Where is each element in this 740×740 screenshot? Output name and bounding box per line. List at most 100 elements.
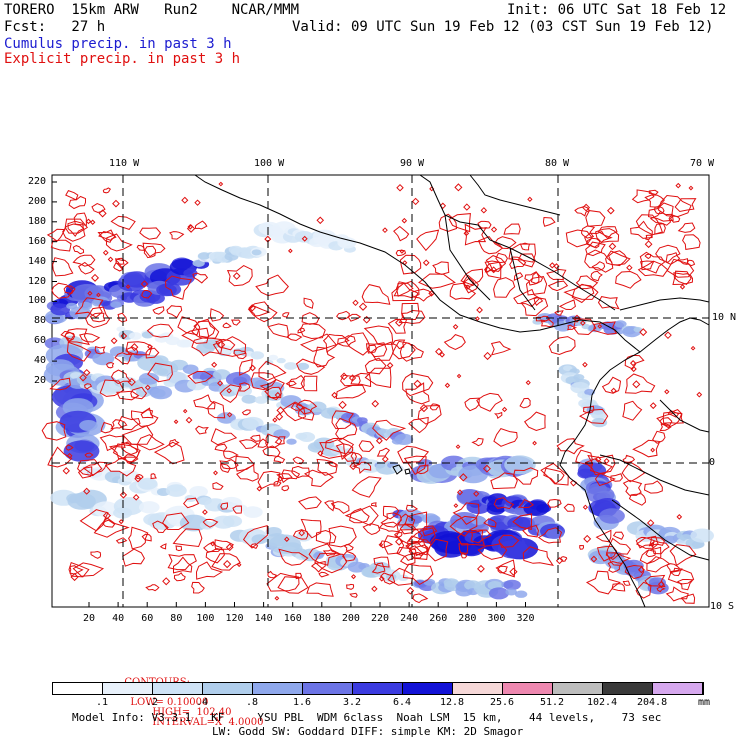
legend-label: 6.4: [393, 697, 412, 708]
precip-cell: [394, 433, 414, 445]
precip-contour: [646, 556, 671, 573]
precip-contour-dot: [248, 304, 256, 312]
precip-contour: [392, 339, 406, 350]
precip-cell: [563, 365, 573, 372]
precip-contour: [173, 556, 193, 574]
x-tick-label: 120: [225, 613, 244, 624]
precip-contour: [306, 582, 334, 597]
precip-contour: [659, 423, 672, 432]
precip-contour-dot: [162, 577, 171, 586]
precip-contour-dot: [119, 491, 128, 499]
precip-contour-dot: [649, 402, 657, 410]
precip-contour: [412, 593, 429, 604]
precip-contour: [267, 570, 278, 579]
precip-contour: [222, 322, 232, 329]
precip-contour: [141, 290, 153, 299]
precip-contour-dot: [646, 519, 655, 527]
latlon-grid: [52, 175, 709, 607]
precip-contour: [416, 229, 440, 252]
precip-cell: [182, 364, 199, 375]
precip-contour: [238, 382, 251, 392]
precip-cell: [179, 339, 193, 348]
precip-contour-dot: [276, 406, 285, 415]
precip-contour: [635, 535, 659, 549]
precip-contour: [686, 259, 696, 267]
precip-contour: [110, 215, 136, 230]
galapagos-island-2: [404, 468, 411, 475]
contours-low: LOW= 0.10000: [130, 697, 209, 708]
precip-contour: [535, 315, 550, 323]
legend-colorbar: [52, 682, 704, 695]
precip-contour: [74, 297, 104, 318]
precip-contour: [141, 533, 152, 542]
precip-contour: [490, 341, 512, 356]
precip-contour: [645, 549, 657, 558]
precip-contour: [624, 354, 645, 370]
precip-contour: [605, 250, 631, 266]
precip-contour-dot: [696, 391, 703, 398]
precip-contour-dot: [484, 266, 492, 273]
precip-contour: [547, 498, 562, 508]
precip-contour-dot: [664, 389, 670, 395]
precip-contour-dot: [173, 419, 179, 425]
precip-contour: [422, 525, 438, 537]
precip-contour-dot: [439, 202, 447, 210]
precip-contour: [523, 411, 546, 432]
x-tick-label: 20: [83, 613, 96, 624]
precip-contour: [584, 249, 614, 273]
precip-contour: [643, 480, 663, 494]
precip-contour-dot: [272, 417, 278, 423]
legend-label: .1: [96, 697, 109, 708]
precip-contour: [295, 572, 303, 580]
precip-contour-dot: [102, 249, 109, 256]
precip-contour: [89, 312, 106, 323]
precip-contour-dot: [102, 511, 111, 520]
precip-contour: [476, 392, 503, 412]
precip-contour: [274, 436, 286, 445]
precip-contour: [242, 525, 268, 549]
precip-contour: [145, 347, 160, 359]
precip-contour-dot: [632, 380, 641, 389]
precip-contour: [191, 320, 220, 339]
precip-contour-dot: [501, 406, 508, 413]
precip-contour-dot: [657, 580, 665, 588]
precip-contour: [364, 357, 387, 375]
precip-contour: [117, 415, 141, 431]
precip-contour: [210, 428, 238, 446]
south-america-coast: [559, 351, 646, 608]
valid-time: Valid: 09 UTC Sun 19 Feb 12 (03 CST Sun …: [292, 19, 714, 35]
precip-contour: [672, 272, 694, 286]
precip-contour: [391, 282, 419, 302]
precip-contour: [605, 537, 632, 561]
precip-contour: [192, 272, 209, 284]
precip-contour: [520, 296, 549, 317]
precip-cell: [514, 590, 528, 598]
precip-contour-dot: [217, 380, 224, 387]
precip-contour: [105, 233, 133, 252]
precip-cell: [581, 394, 592, 401]
precip-contour: [172, 528, 203, 548]
precip-contour-dot: [132, 494, 140, 501]
precip-contour: [105, 361, 115, 369]
precip-contour: [490, 472, 518, 490]
precip-contour: [351, 476, 382, 498]
precip-contour: [273, 480, 282, 487]
precip-contour: [322, 549, 337, 557]
precip-contour: [239, 359, 253, 376]
precip-contour: [495, 252, 508, 264]
precip-contour: [195, 425, 209, 435]
legend-label: 102.4: [587, 697, 618, 708]
lon-label-90w: 90 W: [400, 158, 425, 169]
precip-contour-dot: [608, 242, 617, 251]
precip-contour: [370, 502, 377, 508]
legend-swatch: [503, 683, 553, 694]
precip-contour-dot: [582, 203, 591, 212]
lat-label-10n: 10 N: [712, 312, 737, 323]
legend-swatch: [453, 683, 503, 694]
precip-contour: [645, 234, 652, 241]
precip-cell: [284, 362, 298, 370]
precip-contour: [68, 561, 90, 578]
venezuela-coast: [619, 297, 710, 311]
precip-contour-dot: [475, 316, 480, 321]
precip-contour: [548, 336, 576, 356]
